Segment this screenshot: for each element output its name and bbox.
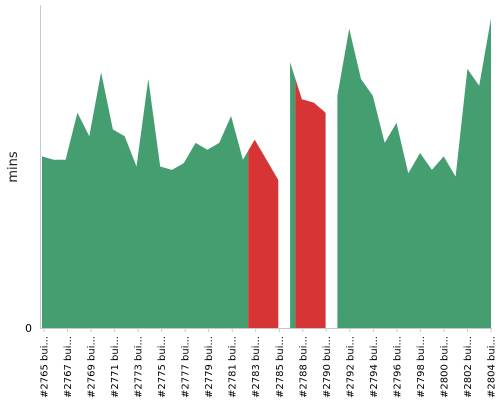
x-tick-label: #2798 bui... [416, 336, 427, 398]
failure-area-segment [295, 78, 326, 329]
x-tick-label: #2800 bui... [439, 336, 450, 398]
x-tick-label: #2765 bui... [40, 336, 51, 398]
x-tick-label: #2781 bui... [228, 336, 239, 398]
y-axis-title: mins [6, 151, 21, 183]
area-series [42, 18, 491, 329]
x-tick-label: #2769 bui... [87, 336, 98, 398]
x-tick-label: #2804 bui... [487, 336, 498, 398]
x-tick-label: #2767 bui... [63, 336, 74, 398]
x-tick-label: #2775 bui... [157, 336, 168, 398]
x-tick-labels: #2765 bui... #2767 bui... #2769 bui... #277… [40, 328, 498, 398]
x-tick-label: #2792 bui... [345, 336, 356, 398]
success-area-segment [42, 72, 249, 328]
x-tick-label: #2790 bui... [322, 336, 333, 398]
x-tick-label: #2771 bui... [110, 336, 121, 398]
x-tick-label: #2788 bui... [298, 336, 309, 398]
x-tick-label: #2777 bui... [181, 336, 192, 398]
x-tick-label: #2785 bui... [275, 336, 286, 398]
x-tick-label: #2794 bui... [369, 336, 380, 398]
failure-area-segment [248, 139, 279, 328]
x-tick-label: #2796 bui... [392, 336, 403, 398]
success-area-segment [290, 62, 296, 328]
x-tick-label: #2802 bui... [463, 336, 474, 398]
y-tick-label: 0 [25, 322, 32, 335]
x-tick-label: #2779 bui... [204, 336, 215, 398]
x-tick-label: #2783 bui... [251, 336, 262, 398]
x-tick-label: #2773 bui... [134, 336, 145, 398]
success-area-segment [337, 18, 491, 328]
